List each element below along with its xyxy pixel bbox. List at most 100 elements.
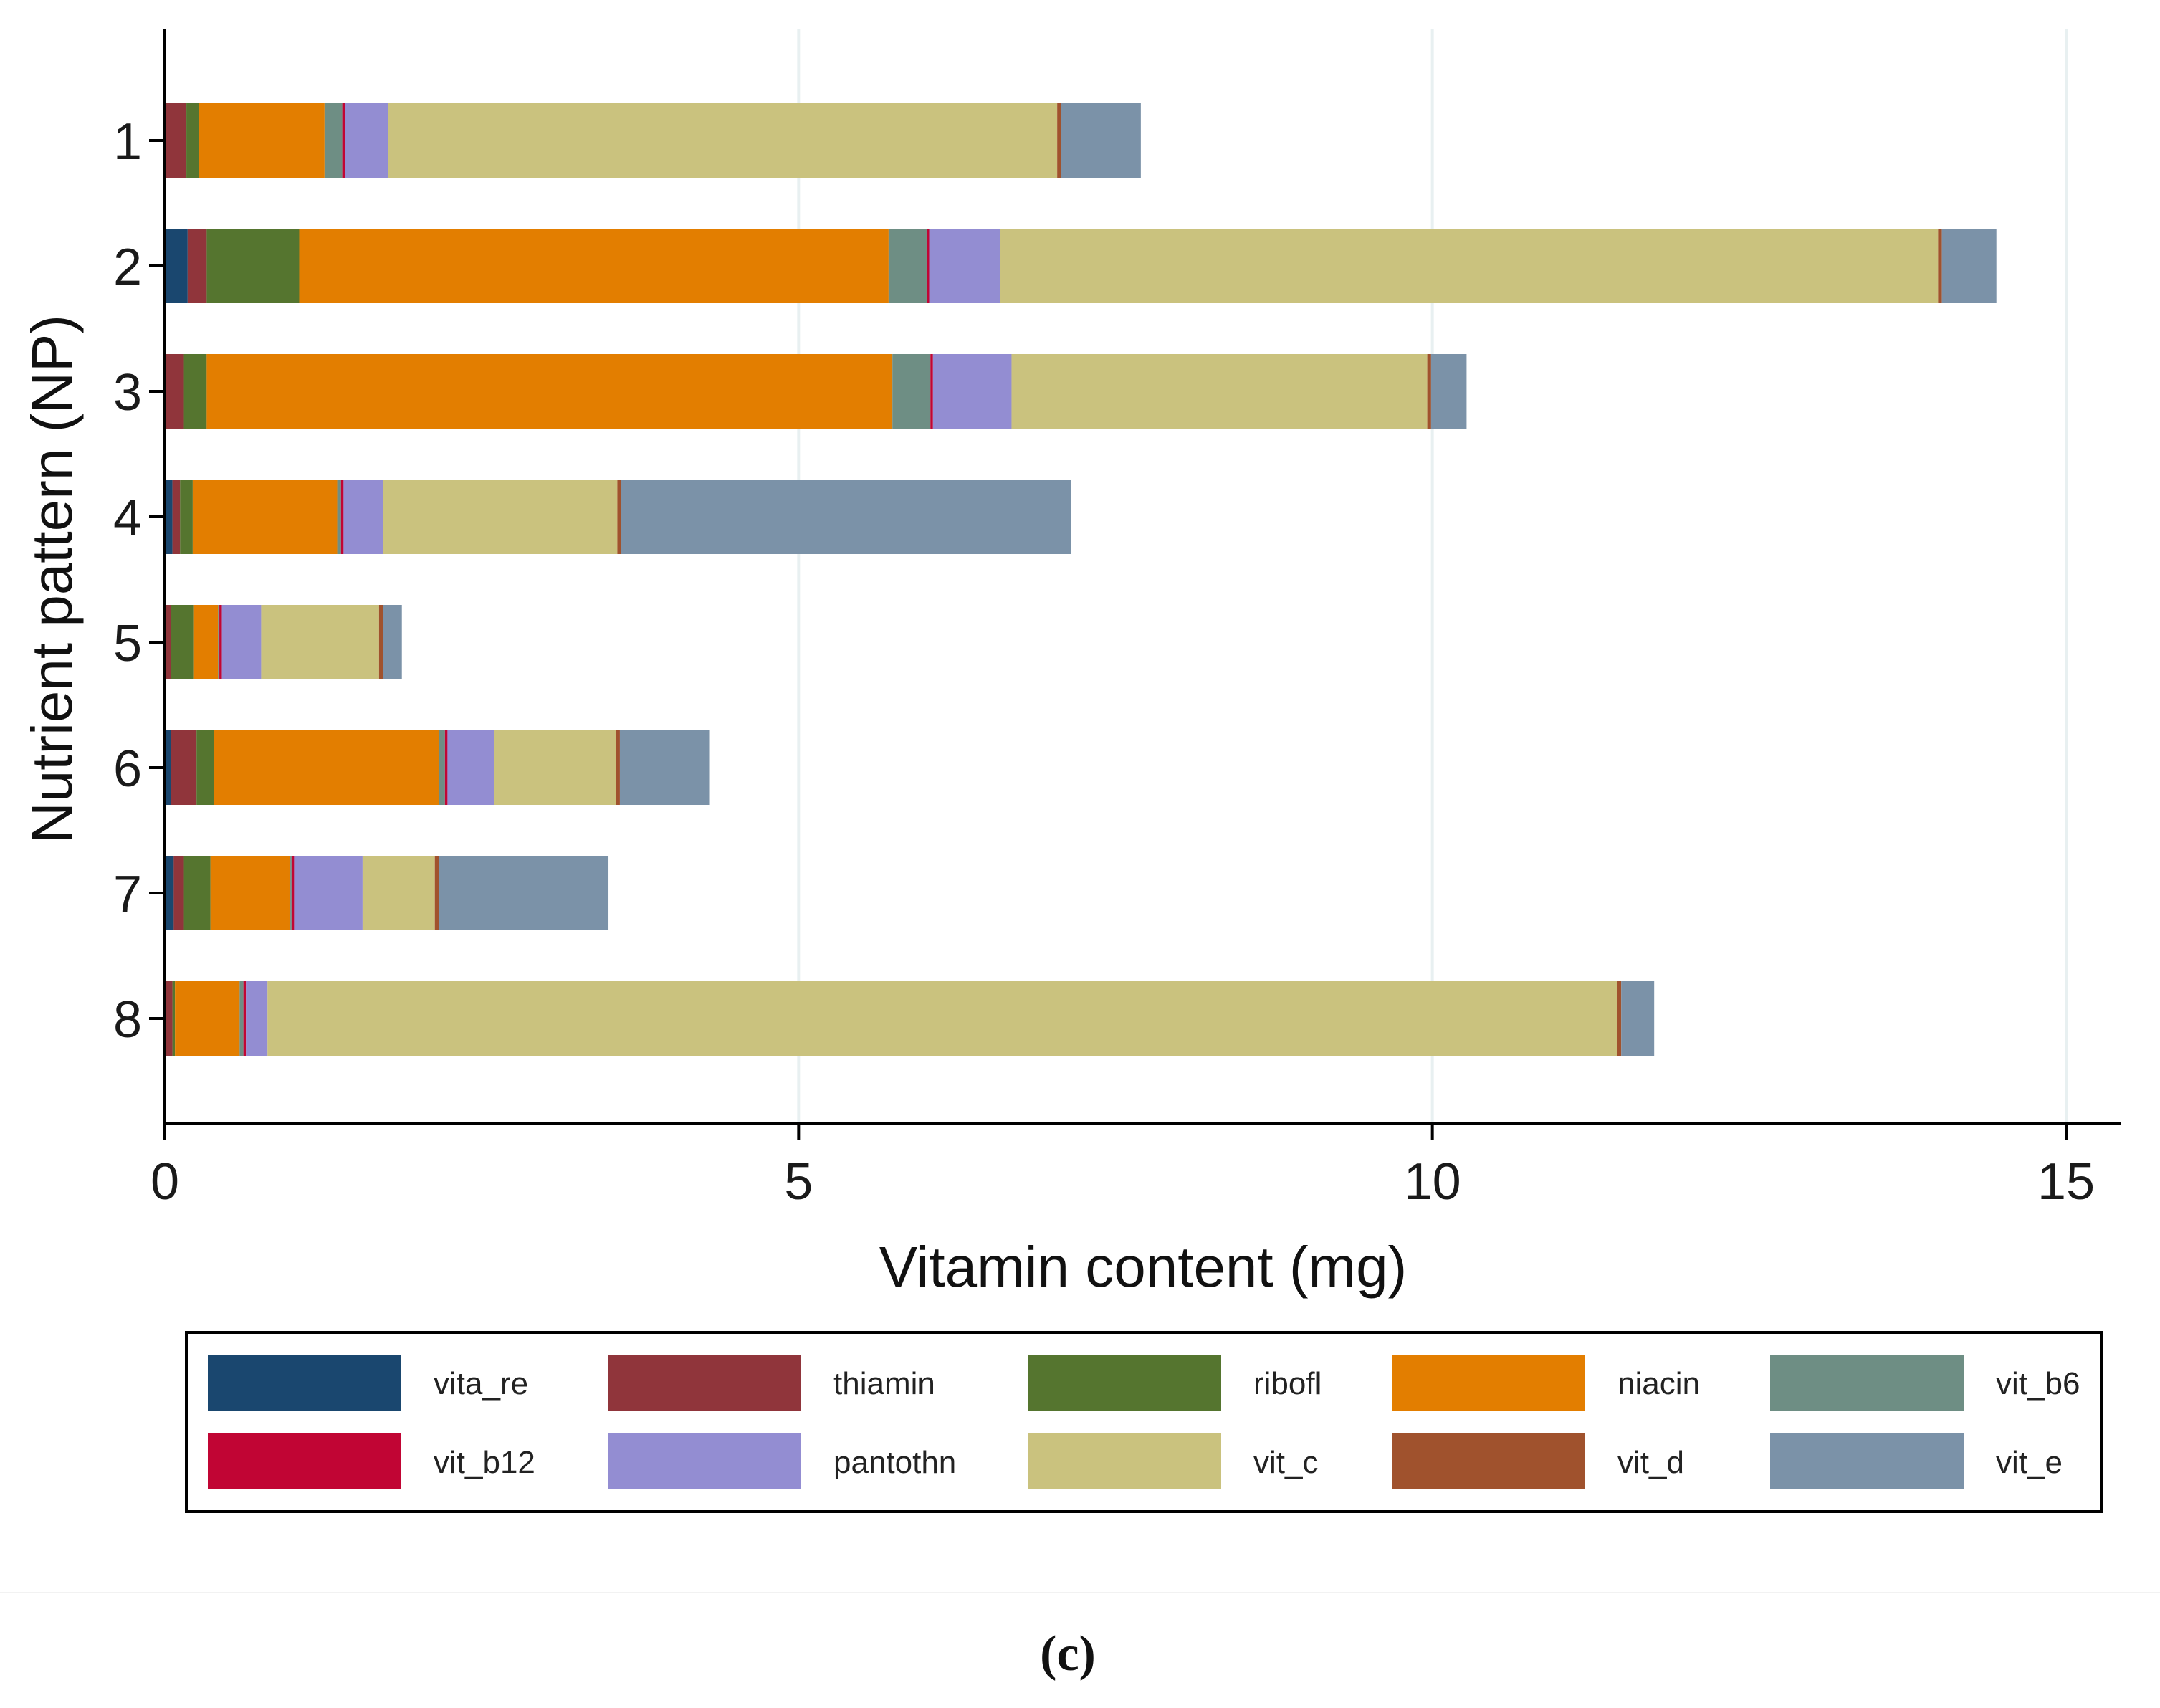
- bar-np7-pantothn: [294, 856, 363, 930]
- bar-np6-vit-e: [619, 730, 710, 805]
- legend-swatch-thiamin: [608, 1355, 801, 1411]
- bar-np8-pantothn: [246, 981, 268, 1056]
- bar-np3-vit-c: [1011, 354, 1428, 429]
- y-tick-label-2: 2: [113, 239, 142, 296]
- bar-np7-thiamin: [173, 856, 184, 930]
- bar-np4-niacin: [192, 480, 338, 554]
- x-tick-label-15: 15: [2037, 1153, 2095, 1211]
- bar-np2-pantothn: [929, 229, 1000, 303]
- legend-swatch-vit-b6: [1770, 1355, 1964, 1411]
- legend-label-vita-re: vita_re: [434, 1366, 528, 1401]
- bar-np6-thiamin: [171, 730, 197, 805]
- bar-np5-vit-c: [261, 605, 379, 679]
- bar-np8-vit-b6: [239, 981, 244, 1056]
- bar-np6-ribofl: [196, 730, 214, 805]
- bar-np5-niacin: [193, 605, 219, 679]
- bar-np2-vit-b12: [926, 229, 930, 303]
- bar-np1-pantothn: [345, 103, 388, 178]
- bar-np1-vit-c: [388, 103, 1058, 178]
- legend-swatch-vit-c: [1028, 1433, 1221, 1489]
- y-tick-label-7: 7: [113, 866, 142, 923]
- bar-np4-thiamin: [172, 480, 181, 554]
- y-tick-label-4: 4: [113, 490, 142, 547]
- bar-np7-vit-b6: [290, 856, 292, 930]
- bar-np1-vit-e: [1061, 103, 1141, 178]
- bar-np1-vit-b12: [342, 103, 345, 178]
- legend-swatch-niacin: [1392, 1355, 1585, 1411]
- bar-np3-vit-e: [1430, 354, 1467, 429]
- bar-np3-pantothn: [932, 354, 1012, 429]
- bar-np1-vit-b6: [324, 103, 343, 178]
- bar-np6-pantothn: [447, 730, 494, 805]
- bar-np5-pantothn: [221, 605, 262, 679]
- legend: vita_re thiamin ribofl niacin vit_b6 vit_b12 p…: [185, 1331, 2103, 1513]
- grid: [797, 29, 2068, 1124]
- legend-label-vit-d: vit_d: [1617, 1445, 1684, 1480]
- bar-np3-niacin: [206, 354, 893, 429]
- bar-np8-vit-e: [1621, 981, 1655, 1056]
- bar-np8-vit-b12: [243, 981, 247, 1056]
- bar-np5-vit-b12: [219, 605, 222, 679]
- legend-label-vit-b6: vit_b6: [1996, 1366, 2080, 1401]
- bar-np3-vit-b6: [892, 354, 931, 429]
- legend-label-niacin: niacin: [1617, 1366, 1700, 1401]
- legend-label-vit-b12: vit_b12: [434, 1445, 535, 1480]
- bar-np2-vit-b6: [888, 229, 927, 303]
- bar-np7-vit-c: [362, 856, 435, 930]
- legend-swatch-vit-d: [1392, 1433, 1585, 1489]
- x-axis-title: Vitamin content (mg): [879, 1235, 1408, 1299]
- x-ticks: 0 5 10 15: [150, 1124, 2095, 1211]
- bar-np6-vit-c: [494, 730, 616, 805]
- bar-np7-niacin: [210, 856, 291, 930]
- bar-np3-vit-d: [1427, 354, 1431, 429]
- bar-np4-vit-d: [617, 480, 621, 554]
- bar-np4-ribofl: [180, 480, 193, 554]
- bar-np4-vit-b6: [337, 480, 341, 554]
- legend-swatch-ribofl: [1028, 1355, 1221, 1411]
- bar-np8-vit-c: [267, 981, 1617, 1056]
- bar-np6-vit-b6: [439, 730, 445, 805]
- bar-np5-vit-b6: [218, 605, 220, 679]
- x-tick-label-10: 10: [1404, 1153, 1461, 1211]
- bar-np2-vit-c: [1000, 229, 1939, 303]
- bar-np6-vit-d: [616, 730, 620, 805]
- bar-np1-niacin: [199, 103, 325, 178]
- figure-caption: (c): [1040, 1626, 1096, 1681]
- bar-np8-ribofl: [172, 981, 176, 1056]
- bar-np7-vit-b12: [291, 856, 295, 930]
- y-tick-label-5: 5: [113, 615, 142, 672]
- legend-swatch-vit-e: [1770, 1433, 1964, 1489]
- bar-np2-vit-e: [1941, 229, 1997, 303]
- bar-np7-ribofl: [183, 856, 211, 930]
- bar-np3-ribofl: [183, 354, 207, 429]
- legend-label-thiamin: thiamin: [833, 1366, 935, 1401]
- legend-label-vit-c: vit_c: [1253, 1445, 1318, 1480]
- bar-np8-thiamin: [166, 981, 173, 1056]
- bar-np7-vit-d: [434, 856, 439, 930]
- legend-swatch-pantothn: [608, 1433, 801, 1489]
- legend-label-pantothn: pantothn: [833, 1445, 956, 1480]
- bar-np2-niacin: [299, 229, 889, 303]
- bar-np2-vita-re: [165, 229, 188, 303]
- bar-np1-ribofl: [186, 103, 199, 178]
- bar-np6-niacin: [214, 730, 439, 805]
- bar-np8-vit-d: [1617, 981, 1622, 1056]
- axes: [163, 29, 2121, 1125]
- bar-np7-vita-re: [165, 856, 174, 930]
- bar-np6-vita-re: [165, 730, 171, 805]
- legend-label-ribofl: ribofl: [1253, 1366, 1322, 1401]
- y-tick-label-3: 3: [113, 364, 142, 421]
- bar-np5-vit-d: [378, 605, 383, 679]
- y-axis-title: Nutrient pattern (NP): [20, 315, 84, 844]
- x-tick-label-0: 0: [150, 1153, 179, 1211]
- bar-np2-thiamin: [187, 229, 207, 303]
- bar-np3-thiamin: [166, 354, 184, 429]
- bar-np6-vit-b12: [444, 730, 448, 805]
- legend-swatch-vit-b12: [208, 1433, 401, 1489]
- bar-np1-thiamin: [166, 103, 187, 178]
- legend-label-vit-e: vit_e: [1996, 1445, 2063, 1480]
- bar-np4-vit-b12: [340, 480, 344, 554]
- y-tick-label-8: 8: [113, 991, 142, 1049]
- bar-np3-vit-b12: [930, 354, 933, 429]
